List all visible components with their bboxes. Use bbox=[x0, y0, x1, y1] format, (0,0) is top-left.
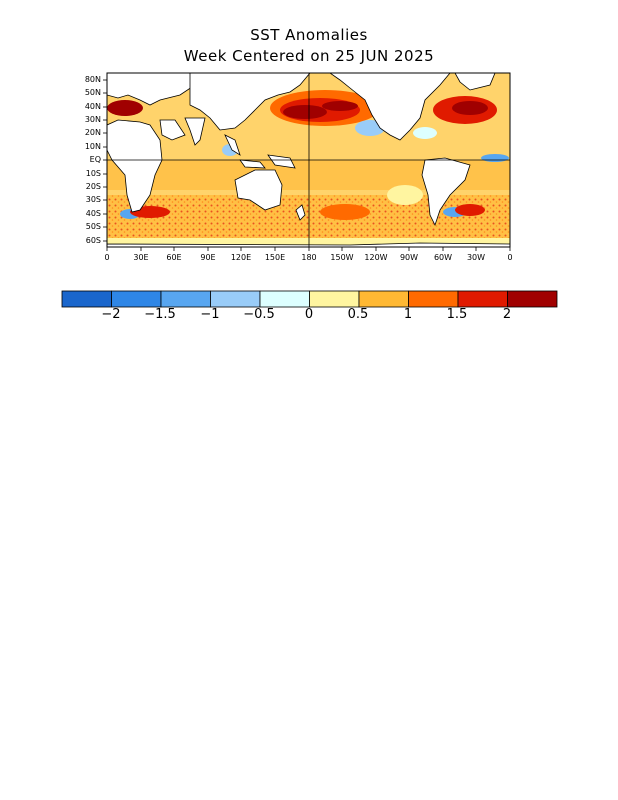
lon-label: 30E bbox=[133, 253, 149, 262]
map-title: SST Anomalies bbox=[250, 26, 368, 44]
lat-label: 50S bbox=[85, 222, 101, 231]
colorbar-tick-label: 2 bbox=[502, 307, 512, 322]
colorbar-tick-label: −1.5 bbox=[144, 307, 176, 322]
colorbar-tick-label: 1 bbox=[403, 307, 413, 322]
lat-label: 50N bbox=[84, 88, 101, 97]
lon-label: 180 bbox=[301, 253, 317, 262]
lon-label: 30W bbox=[466, 253, 486, 262]
colorbar-tick-label: −0.5 bbox=[243, 307, 275, 322]
lon-label: 60W bbox=[433, 253, 453, 262]
map-subtitle: Week Centered on 25 JUN 2025 bbox=[183, 47, 435, 65]
lon-label: 0 bbox=[104, 253, 110, 262]
land bbox=[107, 73, 510, 247]
lon-label: 150E bbox=[264, 253, 286, 262]
lat-label: 30S bbox=[85, 195, 101, 204]
lat-label: 20N bbox=[84, 128, 101, 137]
lat-label: 40S bbox=[85, 209, 101, 218]
colorbar-swatch bbox=[358, 290, 409, 308]
colorbar-swatch bbox=[210, 290, 261, 308]
lat-label: 40N bbox=[84, 102, 101, 111]
lat-label: 60S bbox=[85, 236, 101, 245]
colorbar-swatch bbox=[309, 290, 360, 308]
lat-label: 20S bbox=[85, 182, 101, 191]
lon-label: 120W bbox=[364, 253, 388, 262]
lat-label: EQ bbox=[89, 155, 101, 164]
lat-label: 10S bbox=[85, 169, 101, 178]
colorbar-swatch bbox=[111, 290, 162, 308]
sst-anomaly-map bbox=[103, 72, 511, 251]
lon-label: 150W bbox=[330, 253, 354, 262]
lon-label: 90E bbox=[200, 253, 216, 262]
colorbar-tick-label: 0 bbox=[304, 307, 314, 322]
colorbar-tick-label: −1 bbox=[200, 307, 220, 322]
colorbar-swatch bbox=[457, 290, 508, 308]
colorbar-swatch bbox=[61, 290, 112, 308]
colorbar-swatch bbox=[507, 290, 558, 308]
colorbar-swatch bbox=[259, 290, 310, 308]
lon-label: 120E bbox=[230, 253, 252, 262]
lon-label: 60E bbox=[166, 253, 182, 262]
colorbar-tick-label: 0.5 bbox=[347, 307, 369, 322]
lat-label: 10N bbox=[84, 142, 101, 151]
colorbar-tick-label: −2 bbox=[101, 307, 121, 322]
colorbar-tick-label: 1.5 bbox=[446, 307, 468, 322]
lon-label: 90W bbox=[399, 253, 419, 262]
colorbar bbox=[61, 290, 558, 308]
colorbar-swatch bbox=[160, 290, 211, 308]
lat-label: 30N bbox=[84, 115, 101, 124]
colorbar-swatch bbox=[408, 290, 459, 308]
lat-label: 80N bbox=[84, 75, 101, 84]
lon-label: 0 bbox=[507, 253, 513, 262]
